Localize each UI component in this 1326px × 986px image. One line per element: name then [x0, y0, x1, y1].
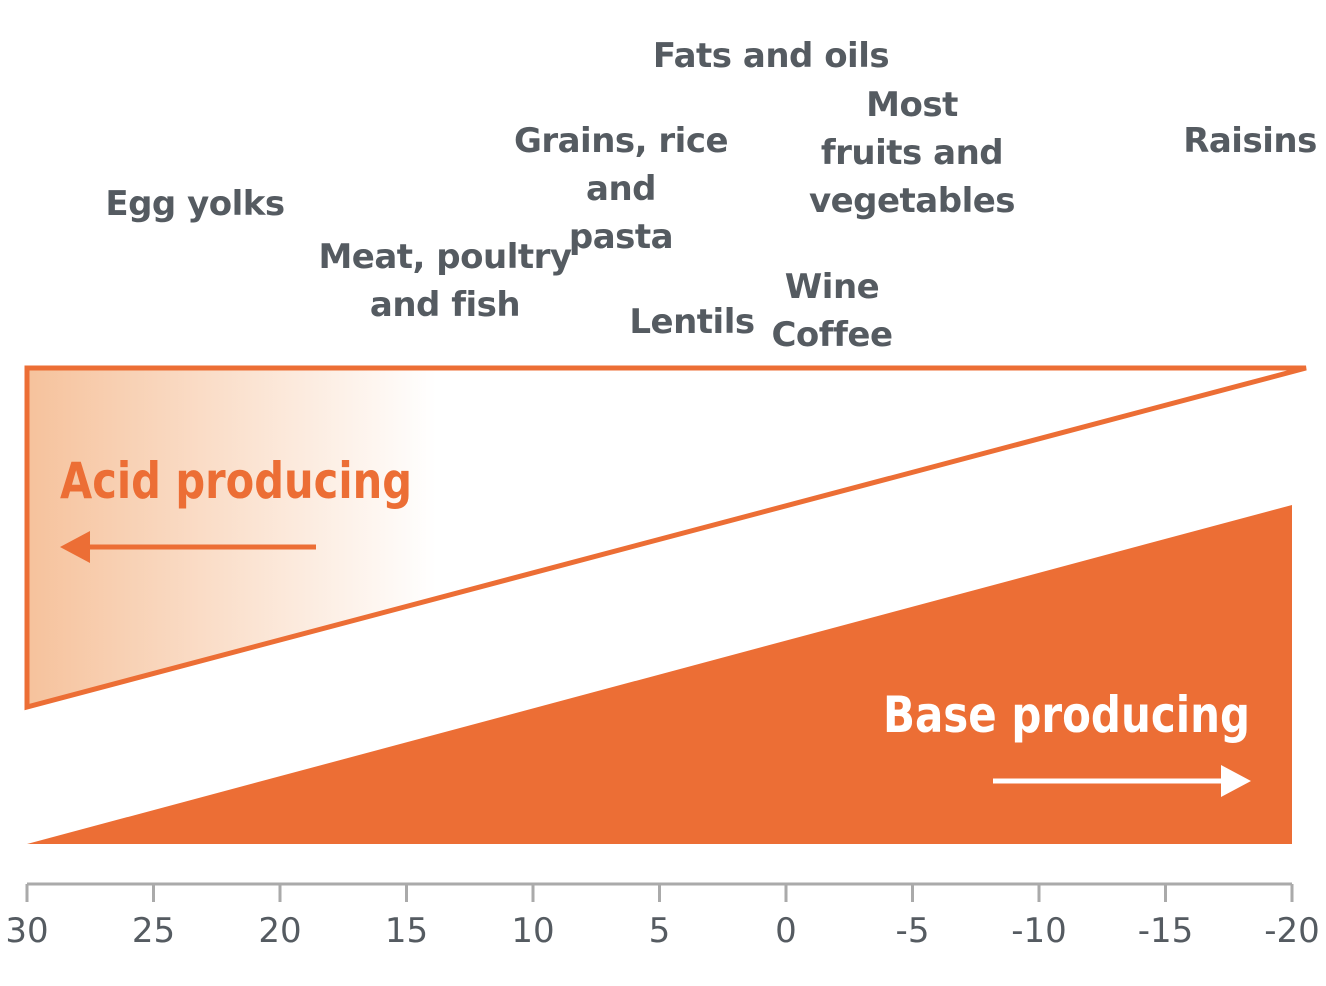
axis-tick-label: 20 [258, 911, 301, 951]
axis-tick-label: -5 [896, 911, 930, 951]
axis-tick-label: 30 [5, 911, 48, 951]
base-producing-wedge [27, 505, 1292, 844]
food-lentils: Lentils [629, 302, 755, 342]
axis-tick-label: -10 [1011, 911, 1067, 951]
axis-tick-label: -15 [1138, 911, 1194, 951]
food-wine-coffee: Wine Coffee [771, 267, 893, 355]
food-fruits-vegetables: Most fruits and vegetables [808, 85, 1016, 221]
food-meat-poultry-fish: Meat, poultry and fish [318, 237, 572, 325]
food-fats-oils: Fats and oils [652, 36, 890, 76]
food-egg-yolks: Egg yolks [105, 184, 285, 224]
arrow-right-icon [993, 765, 1251, 797]
axis-tick-label: 15 [385, 911, 428, 951]
arrow-left-icon [60, 531, 316, 563]
food-grains-rice-pasta: Grains, rice and pasta [513, 121, 729, 257]
axis-tick-label: 0 [775, 911, 797, 951]
axis-tick-label: 5 [649, 911, 671, 951]
acid-producing-wedge [24, 365, 1307, 711]
acid-producing-label: Acid producing [60, 452, 412, 510]
axis-tick-label: 25 [132, 911, 175, 951]
axis-ticks: 30 25 20 15 10 5 0 -5 -10 -15 -20 [5, 884, 1320, 951]
axis-tick-label: 10 [511, 911, 554, 951]
base-producing-label: Base producing [883, 686, 1250, 744]
scale-axis: 30 25 20 15 10 5 0 -5 -10 -15 -20 [5, 882, 1320, 951]
food-raisins: Raisins [1183, 121, 1317, 161]
axis-tick-label: -20 [1264, 911, 1320, 951]
